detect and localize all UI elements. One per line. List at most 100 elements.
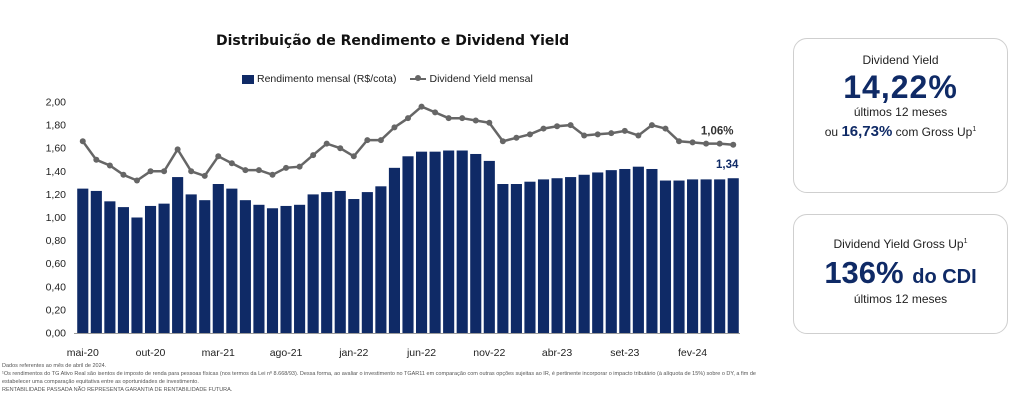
dy-card-period: últimos 12 meses bbox=[853, 105, 948, 119]
line-point bbox=[689, 139, 696, 146]
line-point bbox=[432, 109, 439, 116]
footnote-line-4: RENTABILIDADE PASSADA NÃO REPRESENTA GAR… bbox=[2, 386, 233, 393]
chart-title: Distribuição de Rendimento e Dividend Yi… bbox=[216, 33, 570, 49]
x-tick-label: mai-20 bbox=[67, 347, 99, 359]
x-tick-label: fev-24 bbox=[678, 347, 707, 359]
line-point bbox=[174, 146, 181, 153]
line-point bbox=[526, 131, 533, 138]
line-point bbox=[581, 132, 588, 139]
line-point bbox=[499, 138, 506, 145]
bar bbox=[700, 179, 712, 333]
line-point bbox=[621, 127, 628, 134]
footnote-line-2: ¹Os rendimentos do TG Ativo Real são ise… bbox=[2, 370, 756, 377]
bar bbox=[429, 151, 441, 333]
bar bbox=[307, 194, 319, 333]
bar bbox=[334, 190, 346, 333]
bar bbox=[443, 150, 455, 333]
chart-plot: 0,00 0,20 0,40 0,60 0,80 1,00 1,20 1,40 1,60 1,80… bbox=[46, 97, 740, 359]
line-point bbox=[364, 137, 371, 144]
line-point bbox=[133, 177, 140, 184]
bar bbox=[578, 174, 590, 333]
bar bbox=[524, 181, 536, 333]
x-tick-label: ago-21 bbox=[270, 347, 303, 359]
y-tick-label: 1,00 bbox=[46, 212, 67, 224]
y-tick-label: 1,60 bbox=[46, 143, 67, 155]
x-tick-label: set-23 bbox=[610, 347, 639, 359]
line-point bbox=[445, 115, 452, 122]
bar bbox=[117, 207, 129, 333]
line-point bbox=[161, 168, 168, 175]
bar bbox=[646, 168, 658, 333]
bar bbox=[77, 188, 89, 333]
bar bbox=[619, 168, 631, 333]
last-bar-label: 1,34 bbox=[716, 159, 739, 171]
legend-line-label: Dividend Yield mensal bbox=[429, 73, 533, 85]
last-yield-label: 1,06% bbox=[701, 126, 734, 138]
bar bbox=[727, 178, 739, 333]
cdi-card-period: últimos 12 meses bbox=[853, 292, 948, 306]
line-point bbox=[716, 140, 723, 147]
y-tick-label: 1,40 bbox=[46, 166, 67, 178]
line-point bbox=[676, 138, 683, 145]
footnotes: Dados referentes ao mês de abril de 2024… bbox=[2, 363, 1022, 395]
bar bbox=[266, 208, 279, 333]
x-axis: mai-20 out-20 mar-21 ago-21 jan-22 jun-22 nov-… bbox=[67, 333, 740, 359]
bar bbox=[551, 178, 563, 333]
y-tick-label: 0,60 bbox=[46, 258, 67, 270]
line-point bbox=[147, 168, 154, 175]
line-series bbox=[79, 103, 737, 184]
bar bbox=[497, 184, 509, 333]
legend-item-line: Dividend Yield mensal bbox=[410, 73, 533, 85]
line-point bbox=[635, 132, 642, 139]
line-point bbox=[418, 103, 425, 110]
cdi-card-value: 136% do CDI bbox=[794, 257, 1007, 288]
line-point bbox=[215, 153, 222, 160]
line-point bbox=[350, 153, 357, 160]
y-tick-label: 0,40 bbox=[46, 281, 67, 293]
line-point bbox=[459, 115, 466, 122]
bar bbox=[361, 192, 373, 333]
dy-card-gross: ou 16,73% com Gross Up1 bbox=[794, 123, 1007, 140]
dividend-yield-card: Dividend Yield 14,22% últimos 12 meses o… bbox=[793, 38, 1008, 193]
bar bbox=[348, 199, 360, 333]
gross-footnote-marker: 1 bbox=[972, 126, 977, 133]
bar bbox=[470, 153, 482, 333]
x-tick-label: abr-23 bbox=[542, 347, 573, 359]
bar bbox=[158, 203, 170, 333]
line-point bbox=[310, 152, 317, 159]
bar bbox=[294, 204, 306, 333]
bar bbox=[605, 170, 617, 333]
x-tick-label: nov-22 bbox=[473, 347, 505, 359]
bar bbox=[714, 179, 726, 333]
bar-series bbox=[77, 150, 739, 333]
cdi-card: Dividend Yield Gross Up1 136% do CDI últ… bbox=[793, 214, 1008, 334]
line-point bbox=[242, 167, 249, 174]
bar bbox=[104, 201, 116, 333]
line-point bbox=[730, 141, 737, 148]
footnote-line-3: estabelecer uma comparação equitativa en… bbox=[2, 378, 199, 385]
bar bbox=[402, 156, 414, 333]
line-point bbox=[608, 130, 615, 137]
x-tick-label: out-20 bbox=[136, 347, 166, 359]
bar bbox=[592, 172, 604, 333]
line-point bbox=[567, 122, 574, 129]
bar bbox=[253, 204, 265, 333]
bar bbox=[632, 166, 644, 333]
line-point bbox=[79, 138, 86, 145]
y-tick-label: 0,20 bbox=[46, 304, 67, 316]
bar bbox=[185, 194, 197, 333]
annotations: 1,06% 1,34 bbox=[701, 126, 739, 171]
bar bbox=[375, 186, 387, 333]
cdi-label-text: Dividend Yield Gross Up bbox=[833, 237, 964, 251]
line-point bbox=[405, 115, 411, 122]
line-point bbox=[201, 172, 208, 179]
bar bbox=[483, 160, 495, 333]
y-tick-label: 0,00 bbox=[46, 328, 67, 340]
bar bbox=[510, 184, 522, 333]
bar bbox=[673, 180, 685, 333]
line-point bbox=[269, 171, 276, 178]
cdi-footnote-marker: 1 bbox=[963, 238, 968, 245]
bar bbox=[239, 200, 251, 333]
bar bbox=[456, 150, 468, 333]
cdi-value-suffix: do CDI bbox=[912, 266, 977, 288]
